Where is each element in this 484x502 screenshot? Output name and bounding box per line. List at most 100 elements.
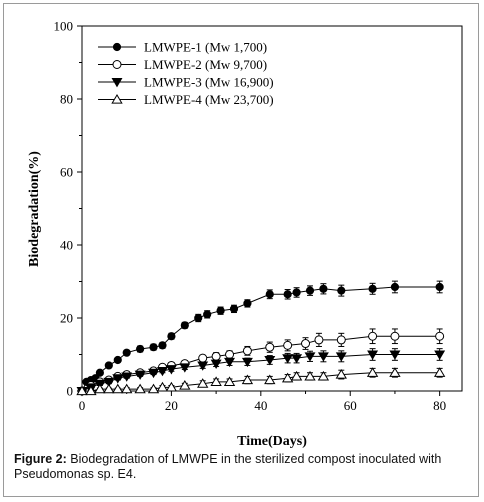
data-point-s1-14: [203, 310, 212, 319]
data-point-s3-11: [197, 361, 209, 371]
y-tick-label-40: 40: [60, 238, 73, 253]
data-point-s1-24: [368, 284, 377, 293]
data-point-s4-21: [366, 367, 379, 377]
data-point-s4-13: [223, 376, 236, 386]
data-point-s3-15: [264, 356, 276, 366]
data-point-s2-15: [265, 342, 275, 352]
x-axis-label: Time(Days): [237, 434, 307, 449]
data-point-s4-0: [76, 385, 88, 396]
data-point-s2-14: [242, 346, 252, 356]
series-line-2: [81, 335, 440, 392]
data-point-s1-18: [265, 290, 274, 299]
data-point-s3-9: [165, 365, 177, 375]
data-point-s4-20: [335, 369, 347, 379]
y-axis-label: Biodegradation(%): [27, 151, 42, 267]
data-point-s3-21: [367, 350, 379, 360]
data-point-s4-2: [94, 383, 106, 394]
data-point-s4-4: [112, 383, 124, 394]
legend-marker-2: [112, 60, 122, 69]
caption-text: Biodegradation of LMWPE in the sterilize…: [14, 452, 442, 481]
y-tick-label-20: 20: [60, 311, 73, 326]
data-point-s1-25: [390, 282, 400, 292]
data-point-s3-4: [112, 374, 124, 384]
data-point-s4-9: [165, 381, 178, 392]
legend-label-3: LMWPE-3 (Mw 16,900): [144, 75, 274, 90]
data-point-s1-23: [337, 286, 346, 295]
data-point-s1-13: [194, 313, 203, 323]
biodegradation-chart: 0 20 40 60 80 100 0 20 40 60 80 LMWPE-1 (Mw 1,700) L…: [27, 19, 463, 449]
data-point-s3-13: [224, 357, 236, 368]
data-point-s4-11: [197, 378, 209, 388]
data-point-s4-6: [134, 383, 146, 394]
legend-marker-4: [111, 93, 123, 104]
data-point-s4-19: [317, 370, 330, 381]
data-point-s4-18: [304, 370, 316, 381]
data-point-s2-20: [368, 331, 378, 341]
legend-label-4: LMWPE-4 (Mw 23,700): [144, 92, 274, 107]
data-point-s1-10: [158, 341, 167, 350]
data-point-s4-22: [389, 367, 401, 377]
data-point-s1-9: [149, 343, 158, 352]
data-point-s3-18: [304, 352, 316, 362]
data-point-s3-17: [291, 354, 303, 364]
data-point-s3-22: [389, 350, 401, 360]
data-point-s2-21: [390, 331, 400, 341]
figure-frame: [3, 3, 479, 497]
data-point-s1-16: [229, 304, 239, 313]
data-point-s1-22: [319, 284, 328, 293]
data-point-s4-14: [241, 374, 254, 385]
legend-label-2: LMWPE-2 (Mw 9,700): [144, 57, 267, 72]
data-point-s1-5: [104, 361, 113, 370]
data-point-s1-17: [243, 299, 252, 308]
data-point-s3-7: [148, 368, 160, 379]
data-point-s1-4: [95, 368, 104, 377]
data-point-s2-19: [336, 335, 346, 345]
legend-label-1: LMWPE-1 (Mw 1,700): [144, 40, 267, 55]
data-point-s1-20: [292, 288, 301, 297]
data-point-s3-6: [134, 370, 146, 380]
data-point-s3-14: [241, 357, 253, 368]
caption-label: Figure 2:: [14, 452, 67, 466]
x-tick-label-0: 0: [79, 398, 86, 413]
x-tick-label-80: 80: [433, 398, 446, 413]
legend-marker-1: [112, 42, 122, 52]
data-point-s1-7: [122, 348, 131, 357]
data-point-s4-5: [121, 383, 133, 394]
data-point-s1-19: [283, 290, 292, 299]
data-point-s2-16: [283, 340, 293, 350]
data-point-s1-6: [113, 355, 122, 365]
data-point-s4-17: [290, 370, 303, 381]
data-point-s1-21: [305, 286, 315, 295]
y-tick-label-0: 0: [67, 384, 74, 399]
data-point-s3-5: [121, 372, 133, 382]
data-point-s3-23: [434, 350, 446, 360]
data-point-s3-3: [103, 377, 115, 388]
x-tick-label-20: 20: [165, 398, 178, 413]
data-point-s3-19: [317, 352, 329, 362]
x-tick-label-40: 40: [254, 398, 267, 413]
data-point-s1-8: [136, 344, 145, 354]
data-point-s4-3: [103, 383, 115, 394]
data-point-s4-12: [210, 376, 222, 386]
data-point-s4-8: [156, 381, 169, 392]
data-point-s1-15: [216, 306, 225, 315]
data-point-s2-22: [435, 331, 445, 341]
data-point-s2-18: [314, 335, 324, 345]
data-point-s3-16: [282, 354, 294, 364]
data-point-s3-20: [335, 352, 347, 362]
y-tick-label-80: 80: [60, 92, 73, 107]
data-point-s2-13: [225, 350, 235, 359]
data-point-s4-23: [433, 367, 446, 377]
x-tick-label-60: 60: [344, 398, 357, 413]
legend-marker-3: [111, 78, 123, 88]
data-point-s4-10: [179, 379, 191, 390]
data-point-s3-10: [179, 363, 191, 373]
data-point-s4-16: [281, 372, 294, 383]
y-tick-label-60: 60: [60, 165, 73, 180]
data-point-s4-15: [264, 374, 276, 385]
y-tick-label-100: 100: [54, 19, 74, 34]
data-point-s4-1: [85, 385, 97, 396]
data-point-s1-11: [167, 332, 176, 341]
figure-caption: Figure 2: Biodegradation of LMWPE in the…: [14, 452, 470, 482]
data-point-s4-7: [147, 383, 160, 394]
